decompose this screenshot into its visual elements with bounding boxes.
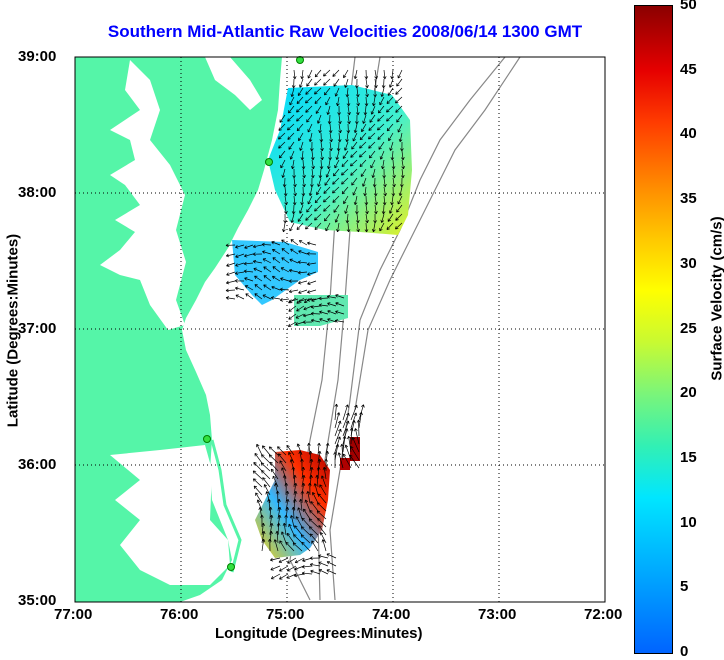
radar-site-marker: [297, 57, 304, 64]
lat-tick: 38:00: [18, 184, 56, 201]
lat-tick: 37:00: [18, 320, 56, 337]
colorbar: [634, 5, 673, 654]
colorbar-tick-label: 5: [680, 578, 688, 595]
colorbar-tick-label: 30: [680, 255, 697, 272]
colorbar-tick-label: 35: [680, 190, 697, 207]
lon-tick: 74:00: [372, 606, 410, 623]
radar-site-marker: [204, 436, 211, 443]
colorbar-label: Surface Velocity (cm/s): [709, 179, 724, 419]
y-axis-label: Latitude (Degrees:Minutes): [5, 206, 22, 456]
lat-tick: 35:00: [18, 592, 56, 609]
colorbar-tick-label: 45: [680, 61, 697, 78]
colorbar-tick-label: 10: [680, 514, 697, 531]
lon-tick: 75:00: [266, 606, 304, 623]
lon-tick: 73:00: [478, 606, 516, 623]
colorbar-tick-label: 15: [680, 449, 697, 466]
lat-tick: 36:00: [18, 456, 56, 473]
colorbar-tick-label: 0: [680, 643, 688, 660]
radar-site-marker: [228, 564, 235, 571]
x-axis-label: Longitude (Degrees:Minutes): [215, 625, 423, 642]
colorbar-tick-label: 25: [680, 320, 697, 337]
lat-tick: 39:00: [18, 48, 56, 65]
lon-tick: 72:00: [584, 606, 622, 623]
colorbar-tick-label: 20: [680, 384, 697, 401]
colorbar-tick-label: 40: [680, 125, 697, 142]
lon-tick: 77:00: [54, 606, 92, 623]
radar-site-marker: [266, 159, 273, 166]
colorbar-tick-label: 50: [680, 0, 697, 13]
lon-tick: 76:00: [160, 606, 198, 623]
